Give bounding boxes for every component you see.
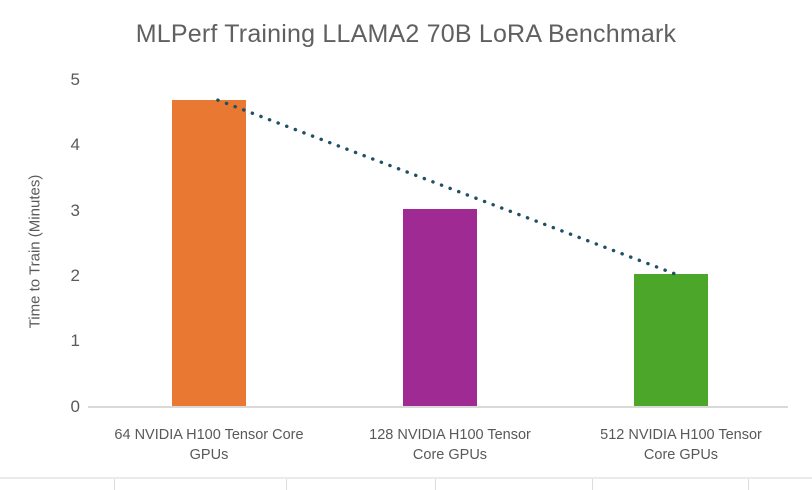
x-category-label-1-line1: 128 NVIDIA H100 Tensor <box>369 427 531 443</box>
bar-512-gpus <box>634 273 708 407</box>
y-tick-5: 5 <box>70 70 80 89</box>
bottom-tick-3 <box>435 479 436 490</box>
x-category-label-1: 128 NVIDIA H100 Tensor Core GPUs <box>325 425 575 465</box>
y-tick-3: 3 <box>70 201 80 220</box>
bottom-tick-4 <box>592 479 593 490</box>
x-category-label-2-line1: 512 NVIDIA H100 Tensor <box>600 427 762 443</box>
bar-64-gpus <box>172 100 246 407</box>
x-category-label-2-line2: Core GPUs <box>643 447 719 463</box>
y-tick-0: 0 <box>70 397 80 416</box>
x-axis-baseline <box>88 406 788 408</box>
bottom-tick-5 <box>748 479 749 490</box>
bottom-divider <box>0 477 812 479</box>
x-category-label-2: 512 NVIDIA H100 Tensor Core GPUs <box>556 425 806 465</box>
y-axis-title: Time to Train (Minutes) <box>26 174 44 329</box>
y-tick-4: 4 <box>70 135 80 154</box>
bar-128-gpus <box>403 208 477 407</box>
plot-area <box>88 74 788 407</box>
x-category-label-0-line2: GPUs <box>189 447 229 463</box>
chart-title: MLPerf Training LLAMA2 70B LoRA Benchmar… <box>135 20 677 48</box>
x-category-label-1-line2: Core GPUs <box>412 447 488 463</box>
x-category-label-0: 64 NVIDIA H100 Tensor Core GPUs <box>84 425 334 465</box>
bottom-tick-1 <box>114 479 115 490</box>
y-axis-ticks: 5 4 3 2 1 0 <box>36 0 80 490</box>
y-tick-2: 2 <box>70 266 80 285</box>
bottom-tick-2 <box>286 479 287 490</box>
x-category-label-0-line1: 64 NVIDIA H100 Tensor Core <box>114 427 304 443</box>
y-tick-1: 1 <box>70 331 80 350</box>
